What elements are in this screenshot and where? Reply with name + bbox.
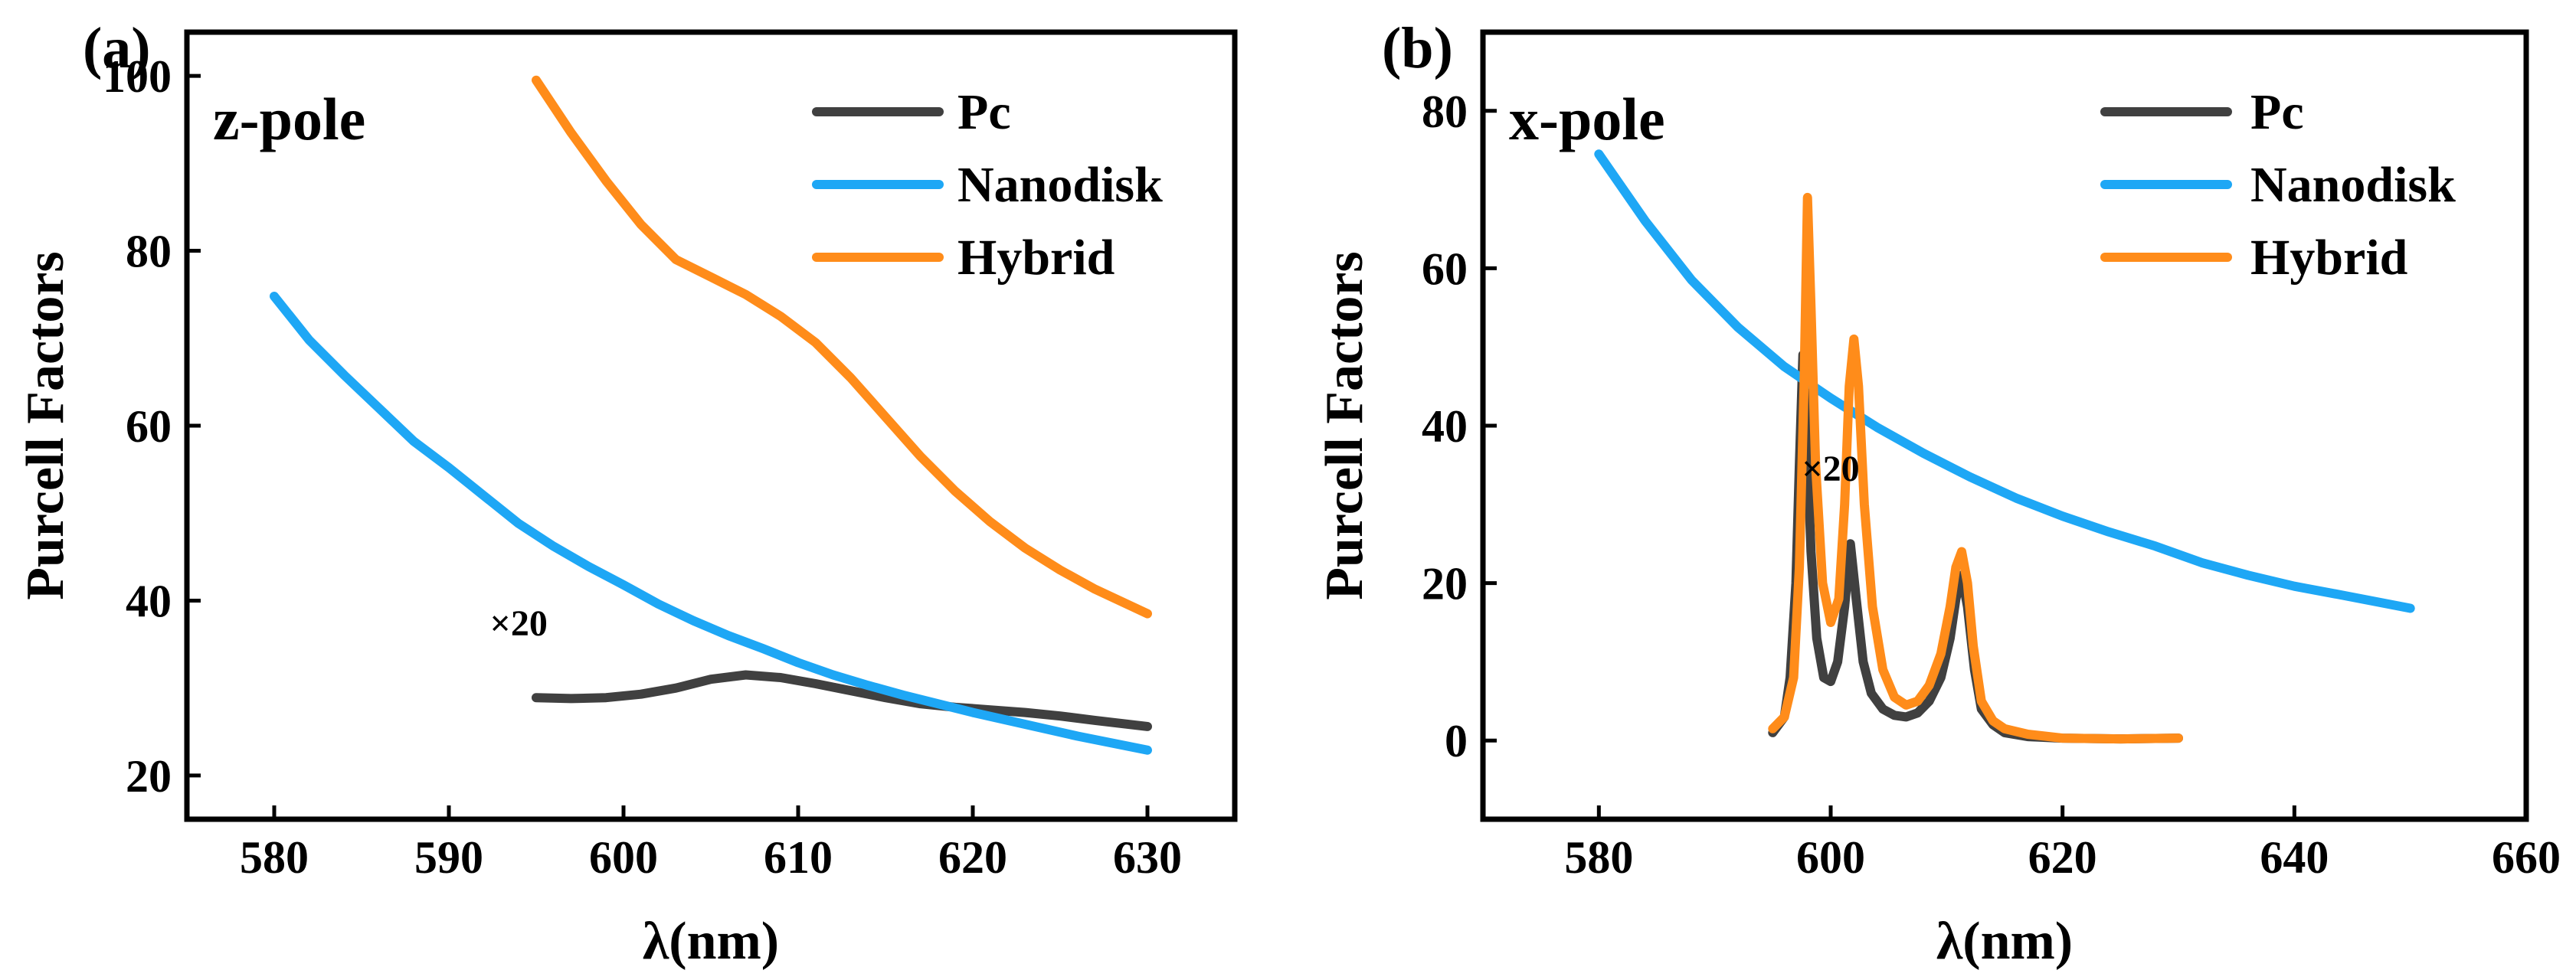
panel-b-y-tick-label: 20 (1422, 559, 1468, 609)
panel-a-y-tick-label: 40 (126, 576, 172, 626)
panel-b-x-tick-label: 600 (1796, 832, 1865, 883)
panel-a-letter: (a) (83, 16, 151, 80)
legend-b-hybrid-label: Hybrid (2250, 230, 2407, 286)
panel-a-axes: 580 590 600 610 620 630 20 40 60 80 100 (103, 51, 1182, 883)
panel-a-x-tick-label: 580 (240, 832, 309, 883)
panel-b-nanodisk-line (1594, 149, 2415, 613)
panel-a-x-tick-label: 620 (938, 832, 1007, 883)
panel-b-hybrid-line (1768, 192, 2183, 744)
panel-b-pole-label: x-pole (1509, 86, 1665, 152)
panel-b-y-tick-label: 0 (1445, 716, 1468, 766)
panel-b-y-axis-title: Purcell Factors (1315, 251, 1374, 599)
panel-a-x-axis-title: λ(nm) (643, 912, 779, 971)
panel-b-scale-annotation: ×20 (1802, 449, 1859, 489)
panel-a-x-tick-label: 590 (414, 832, 483, 883)
panel-b-x-tick-label: 580 (1564, 832, 1633, 883)
panel-a-z-pole: (a) z-pole 580 590 600 610 620 630 20 40 60 80 100… (16, 16, 1238, 971)
panel-a-scale-annotation: ×20 (490, 603, 548, 644)
panel-b-x-tick-label: 660 (2492, 832, 2561, 883)
legend-b-nanodisk-label: Nanodisk (2250, 157, 2456, 213)
panel-a-y-tick-label: 60 (126, 401, 172, 452)
panel-a-pole-label: z-pole (213, 86, 365, 152)
panel-a-x-tick-label: 630 (1113, 832, 1182, 883)
panel-a-y-tick-label: 80 (126, 227, 172, 277)
panel-b-x-tick-label: 640 (2260, 832, 2329, 883)
panel-a-legend: Pc Nanodisk Hybrid (812, 84, 1163, 286)
panel-a-y-tick-label: 20 (126, 751, 172, 802)
panel-a-nanodisk-line (270, 292, 1152, 755)
panel-b-letter: (b) (1382, 16, 1453, 80)
panel-a-x-tick-label: 610 (764, 832, 833, 883)
panel-a-y-axis-title: Purcell Factors (16, 251, 75, 599)
panel-b-axes: 580 600 620 640 660 0 20 40 60 80 (1422, 87, 2561, 883)
panel-a-y-tick-label: 100 (103, 51, 172, 102)
panel-b-y-tick-label: 60 (1422, 243, 1468, 294)
legend-a-hybrid-label: Hybrid (957, 230, 1115, 286)
legend-a-nanodisk-label: Nanodisk (957, 157, 1163, 213)
panel-b-x-axis-title: λ(nm) (1936, 912, 2073, 971)
panel-b-legend: Pc Nanodisk Hybrid (2100, 84, 2456, 286)
legend-a-pc-label: Pc (957, 84, 1011, 140)
panel-a-x-tick-label: 600 (589, 832, 658, 883)
panel-b-x-pole: (b) x-pole 580 600 620 640 660 0 20 40 60 80 Pc N… (1315, 16, 2561, 971)
panel-b-y-tick-label: 40 (1422, 401, 1468, 452)
panel-a-pc-line (532, 670, 1152, 731)
panel-b-x-tick-label: 620 (2028, 832, 2097, 883)
panel-a-hybrid-line (532, 75, 1152, 619)
panel-a-series-group (270, 75, 1152, 755)
panel-b-y-tick-label: 80 (1422, 87, 1468, 137)
panel-b-series-group (1594, 149, 2415, 744)
legend-b-pc-label: Pc (2250, 84, 2304, 140)
